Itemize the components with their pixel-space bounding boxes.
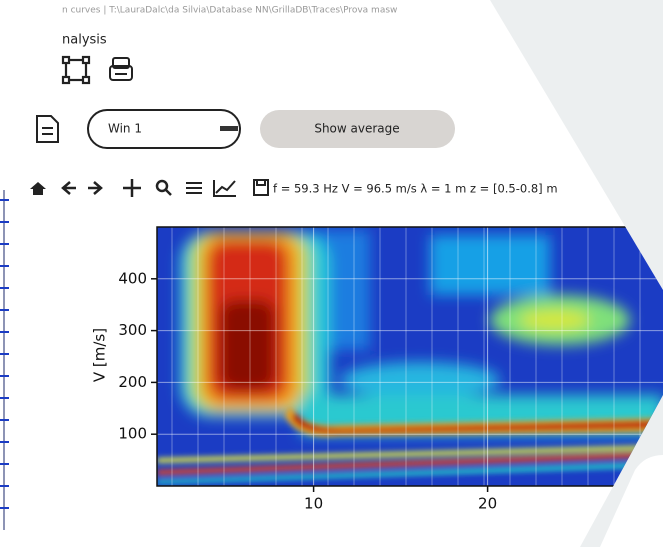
dropdown-value: Win 1 bbox=[108, 122, 142, 136]
plot-toolbar bbox=[30, 179, 269, 197]
y-tick-label: 300 bbox=[118, 321, 147, 339]
cursor-readout: f = 59.3 Hz V = 96.5 m/s λ = 1 m z = [0.… bbox=[273, 182, 558, 196]
window-dropdown[interactable] bbox=[87, 109, 241, 149]
window-title: n curves | T:\LauraDalc\da Silvia\Databa… bbox=[62, 6, 397, 16]
document-icon[interactable] bbox=[36, 115, 59, 143]
y-tick-label: 400 bbox=[118, 269, 147, 287]
zoom-button[interactable] bbox=[155, 179, 172, 196]
x-tick-label: 10 bbox=[304, 495, 323, 513]
button-label: Show average bbox=[314, 122, 399, 136]
forward-button[interactable] bbox=[88, 181, 103, 195]
select-icon[interactable] bbox=[61, 55, 91, 85]
menu-item[interactable]: nalysis bbox=[62, 33, 107, 48]
spectrogram bbox=[157, 227, 663, 486]
home-button[interactable] bbox=[30, 182, 46, 195]
plot-frame bbox=[156, 226, 663, 487]
y-axis-label: V [m/s] bbox=[91, 328, 109, 382]
panel-corner bbox=[600, 455, 663, 547]
pan-button[interactable] bbox=[123, 179, 141, 197]
y-tick-label: 200 bbox=[118, 373, 147, 391]
show-average-button[interactable] bbox=[260, 110, 455, 148]
save-button[interactable] bbox=[253, 179, 269, 196]
print-icon[interactable] bbox=[109, 57, 133, 81]
x-tick-label: 20 bbox=[478, 495, 497, 513]
y-tick-label: 100 bbox=[118, 425, 147, 443]
back-button[interactable] bbox=[61, 181, 76, 195]
axes-button[interactable] bbox=[213, 180, 236, 197]
configure-button[interactable] bbox=[186, 182, 202, 194]
dropdown-handle bbox=[220, 126, 238, 131]
